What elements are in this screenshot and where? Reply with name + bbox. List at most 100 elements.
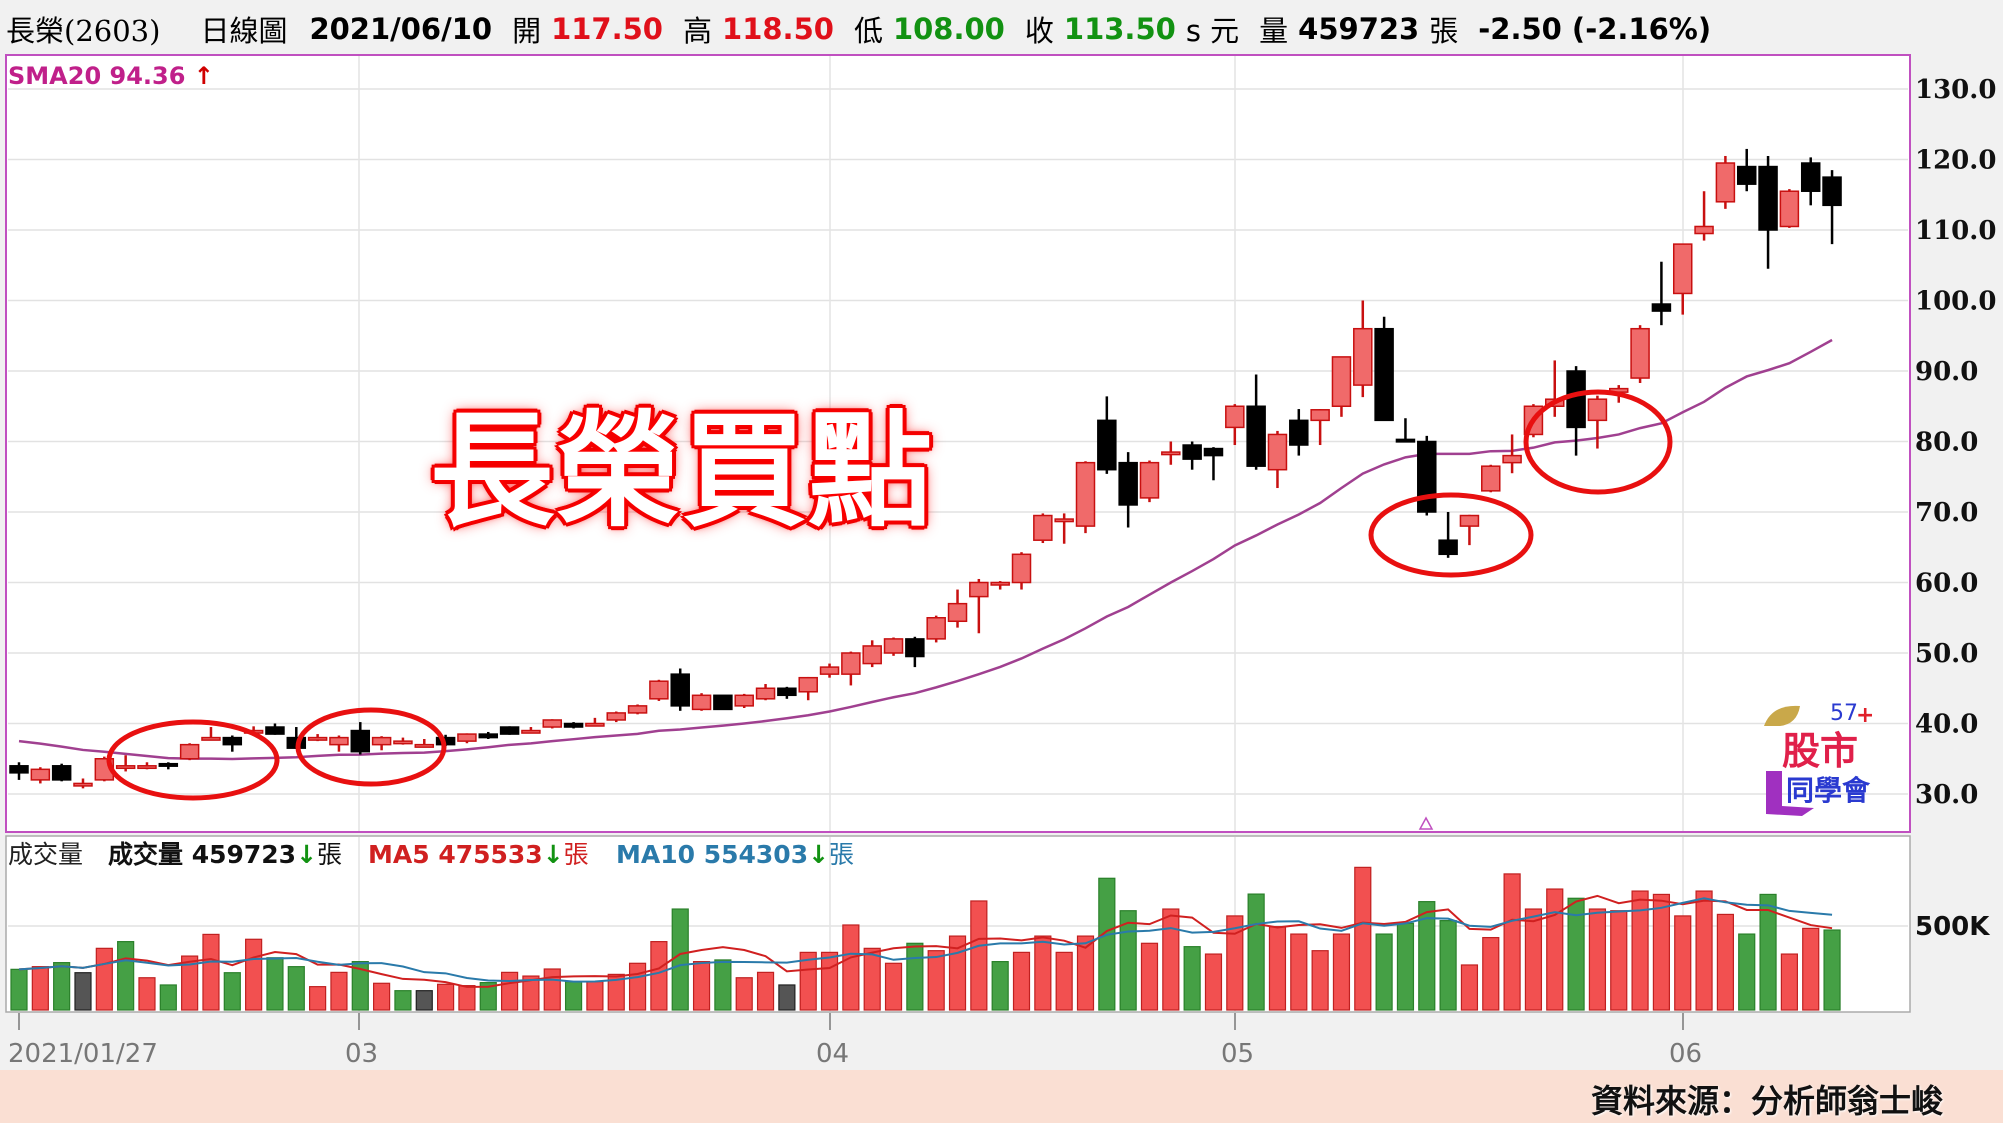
candle-body [649,680,669,700]
buy-point-circle [106,719,280,801]
candle-body [1672,243,1693,295]
volume-bar [1311,950,1329,1011]
volume-bar [1332,933,1351,1011]
candle-body [947,602,968,623]
candle [1736,148,1757,192]
candle-body [819,666,840,675]
volume-bar [1567,897,1585,1011]
candle-body [777,687,797,697]
volume-bar [479,982,497,1011]
candle [201,727,221,741]
candle-body [1033,514,1053,541]
volume-bar [650,941,668,1011]
candle-body [606,712,626,721]
candle [1395,418,1416,443]
volume-bar [1482,936,1500,1011]
svg-text:+: + [1856,703,1872,728]
candle-body [670,673,690,707]
candle [73,778,93,789]
candle [1374,316,1394,422]
candle [521,727,541,734]
low-label: 低 [853,14,883,48]
candle [1011,552,1032,590]
volume-bar [181,955,199,1011]
candle [1758,155,1778,269]
price-tick-label: 120.0 [1915,146,1996,176]
stock-club-logo: 57 + 股市 同學會 [1764,701,1872,816]
volume-value: 459723 [1298,12,1420,46]
annotation-circles [106,389,1673,801]
volume-bar [1012,951,1031,1011]
volume-bar [1674,915,1692,1011]
candle-body [1331,356,1352,407]
candle [862,640,882,668]
candle-body [627,705,648,714]
candle-body [329,736,349,746]
candle [499,726,520,735]
candle-body [1353,327,1373,386]
candle [371,736,392,751]
candle-body [1097,419,1117,471]
candle [1417,435,1437,516]
candle-body [393,740,413,745]
candle [926,615,946,643]
volume-bar [415,990,433,1011]
candle [670,668,690,711]
volume-bar [1503,873,1521,1011]
volume-bar [1716,913,1735,1011]
volume-bar [607,973,625,1011]
candle [350,722,371,755]
candle [1267,430,1288,489]
close-label: 收 [1024,14,1054,48]
footer-bar: 資料來源：分析師翁士峻 [0,1070,2003,1123]
volume-bar [927,950,945,1011]
candle [734,693,754,708]
logo-base-icon [1766,771,1814,816]
candle-body [265,726,285,735]
stock-chart: 130.0 120.0 110.0 100.0 90.0 80.0 70.0 60.0 50.0… [5,54,1996,1069]
period-label: 日線圖 [200,14,288,48]
candle-body [1822,176,1842,207]
ma10-reading: MA10 554303↓張 [616,840,854,869]
candle-body [1800,162,1821,192]
candle-body [585,722,605,727]
candle [606,711,626,723]
currency-label: s 元 [1185,14,1240,48]
volume-bar [1247,893,1265,1011]
svg-text:57: 57 [1830,701,1858,726]
volume-bar [373,982,391,1011]
candle [1118,452,1138,528]
candle-body [563,722,584,728]
candle-body [1289,419,1309,446]
low-value: 108.00 [892,12,1005,46]
candle-body [1694,225,1714,235]
price-tick-label: 30.0 [1915,780,1978,810]
volume-bar [223,972,241,1011]
candle [947,589,968,628]
down-arrow-icon: ↓ [808,840,829,869]
candle-body [73,782,93,787]
marker-triangle-icon [1418,816,1434,830]
ma10-line [18,897,1833,983]
volume-bar [53,962,71,1011]
candle [585,717,605,727]
candle [9,762,29,780]
price-tick-label: 90.0 [1915,357,1978,387]
candle [1139,460,1160,503]
candle-body [883,638,904,654]
candle-body [1203,447,1224,457]
volume-bar [1140,942,1159,1011]
candle [1033,513,1053,544]
volume-bar [1802,927,1820,1011]
candle-body [1566,370,1586,429]
volume-bar [586,981,604,1011]
volume-bar [500,971,519,1011]
volume-bar [714,959,732,1011]
volume-bar [799,951,817,1011]
candle [1246,374,1266,470]
candle-body [1075,461,1096,527]
candle [819,663,840,678]
candle [158,762,179,770]
candle-body [1459,514,1480,527]
buy-point-circle [1368,492,1534,578]
